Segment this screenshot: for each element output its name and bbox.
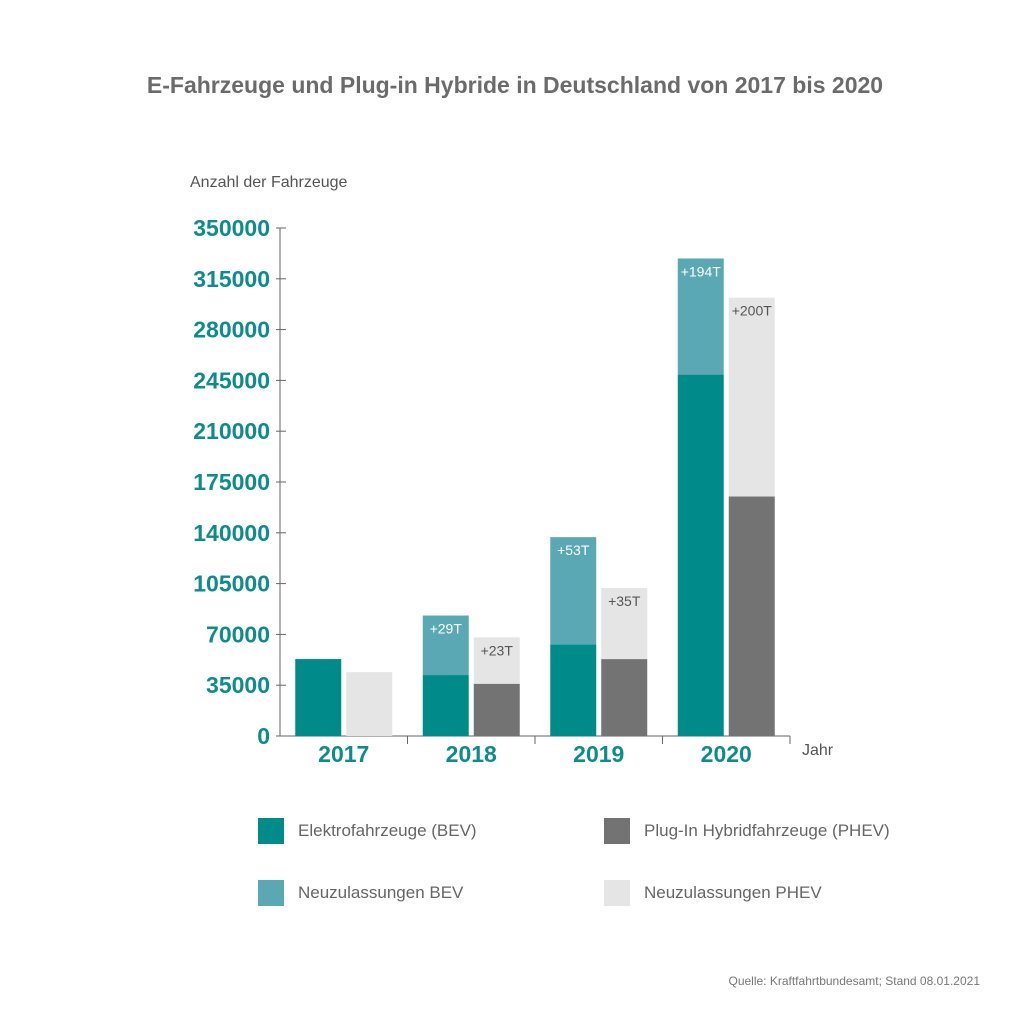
source-note: Quelle: Kraftfahrtbundesamt; Stand 08.01… <box>728 974 980 988</box>
bar-segment <box>422 615 469 676</box>
bar-data-label: +29T <box>430 621 463 637</box>
bar-segment <box>677 374 724 736</box>
legend-swatch-new-bev <box>258 880 284 906</box>
x-tick-label: 2019 <box>573 741 624 767</box>
bar-data-label: +194T <box>681 263 722 279</box>
bar-segment <box>601 659 648 736</box>
legend: Elektrofahrzeuge (BEV) Plug-In Hybridfah… <box>258 812 978 922</box>
bar-segment <box>346 672 393 736</box>
y-tick-label: 245000 <box>193 367 270 393</box>
bar-data-label: +53T <box>557 542 590 558</box>
legend-label-new-bev: Neuzulassungen BEV <box>298 883 464 902</box>
legend-label-new-phev: Neuzulassungen PHEV <box>644 883 822 902</box>
y-tick-label: 35000 <box>206 672 270 698</box>
legend-item-new-bev: Neuzulassungen BEV <box>258 880 463 906</box>
y-tick-label: 315000 <box>193 266 270 292</box>
y-tick-label: 70000 <box>206 621 270 647</box>
y-tick-label: 175000 <box>193 469 270 495</box>
y-tick-label: 210000 <box>193 418 270 444</box>
x-tick-label: 2020 <box>701 741 752 767</box>
bar-segment <box>601 587 648 660</box>
x-tick-label: 2018 <box>446 741 497 767</box>
bar-segment <box>728 496 775 736</box>
legend-item-phev: Plug-In Hybridfahrzeuge (PHEV) <box>604 818 890 844</box>
legend-swatch-new-phev <box>604 880 630 906</box>
bar-data-label: +200T <box>732 303 773 319</box>
y-tick-label: 0 <box>257 723 270 749</box>
legend-swatch-bev <box>258 818 284 844</box>
y-tick-label: 105000 <box>193 571 270 597</box>
bar-segment <box>473 637 520 684</box>
bar-segment <box>677 258 724 375</box>
legend-label-bev: Elektrofahrzeuge (BEV) <box>298 821 477 840</box>
bar-segment <box>550 537 597 645</box>
legend-label-phev: Plug-In Hybridfahrzeuge (PHEV) <box>644 821 890 840</box>
bar-data-label: +23T <box>481 642 514 658</box>
legend-item-bev: Elektrofahrzeuge (BEV) <box>258 818 477 844</box>
bar-segment <box>295 659 342 736</box>
chart-title: E-Fahrzeuge und Plug-in Hybride in Deuts… <box>146 72 884 98</box>
legend-item-new-phev: Neuzulassungen PHEV <box>604 880 822 906</box>
bar-data-label: +35T <box>608 593 641 609</box>
x-axis-label: Jahr <box>802 742 834 759</box>
y-tick-label: 280000 <box>193 317 270 343</box>
legend-swatch-phev <box>604 818 630 844</box>
y-tick-label: 140000 <box>193 520 270 546</box>
bar-segment <box>728 297 775 497</box>
bar-segment <box>422 675 469 736</box>
x-tick-label: 2017 <box>318 741 369 767</box>
bar-segment <box>473 683 520 736</box>
y-tick-label: 350000 <box>193 215 270 241</box>
y-axis-label: Anzahl der Fahrzeuge <box>190 174 348 191</box>
bar-segment <box>550 644 597 736</box>
